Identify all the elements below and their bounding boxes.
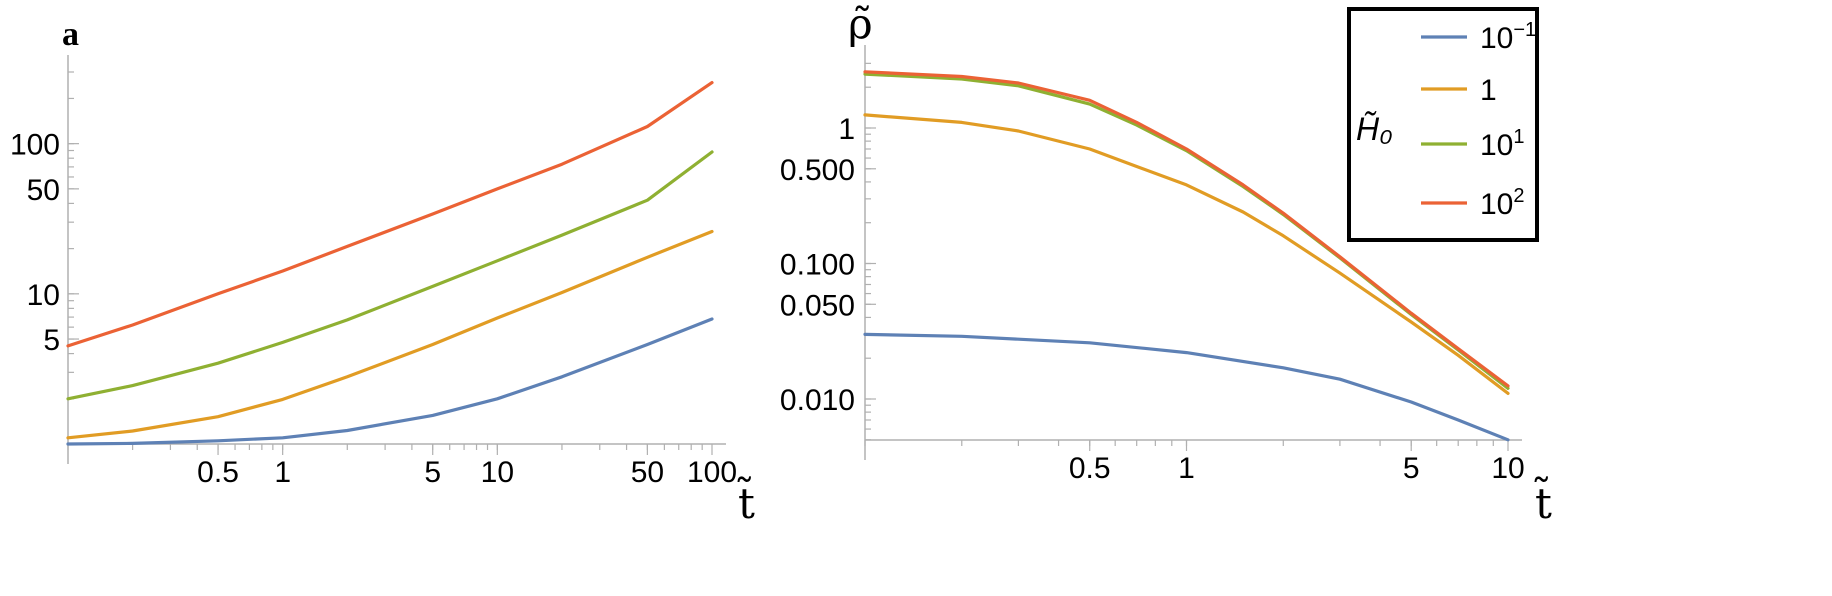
right-series-line-1	[863, 113, 1510, 395]
left-y-tick-label: 5	[43, 324, 60, 357]
left-x-tick-label: 0.5	[197, 456, 239, 489]
right-y-tick-label: 0.010	[780, 384, 855, 417]
legend-label: 1	[1480, 74, 1497, 107]
left-x-tick-label: 5	[424, 456, 441, 489]
right-y-tick-label: 1	[838, 113, 855, 146]
right-series-line-3	[863, 70, 1510, 388]
right-x-axis-label: t̃	[1534, 475, 1552, 528]
left-series-line-0	[66, 317, 714, 446]
left-series-group	[66, 80, 714, 446]
left-x-axis-label: t̃	[737, 475, 755, 528]
left-chart-panel: a 0.5 1 5 10 50 100 5 10 50 100 t̃	[10, 16, 755, 528]
left-y-tick-label: 10	[27, 279, 60, 312]
left-x-tick-label: 50	[631, 456, 664, 489]
right-y-axis-label: ρ̃	[848, 0, 873, 48]
legend-label: 102	[1480, 185, 1525, 221]
right-x-tick-label: 10	[1491, 452, 1524, 485]
right-y-tick-label: 0.500	[780, 154, 855, 187]
left-series-line-1	[66, 229, 714, 440]
legend-items: 10−1 1 101 102	[1421, 19, 1536, 221]
left-x-tick-label: 1	[274, 456, 291, 489]
right-axes: 0.5 1 5 10 0.010 0.050 0.100 0.500 1	[780, 45, 1525, 485]
left-axes: 0.5 1 5 10 50 100 5 10 50 100	[10, 55, 737, 489]
left-series-line-2	[66, 150, 714, 401]
left-y-tick-label: 100	[10, 129, 60, 162]
legend-label: 101	[1480, 126, 1525, 162]
legend: H̃₀ 10−1 1 101 102	[1347, 7, 1539, 242]
left-x-tick-label: 10	[481, 456, 514, 489]
legend-label: 10−1	[1480, 19, 1536, 55]
legend-title: H̃₀	[1356, 111, 1393, 147]
right-x-tick-label: 5	[1403, 452, 1420, 485]
right-x-tick-label: 0.5	[1069, 452, 1111, 485]
right-x-tick-label: 1	[1178, 452, 1195, 485]
right-y-tick-label: 0.050	[780, 289, 855, 322]
right-series-line-0	[863, 332, 1510, 442]
left-x-tick-label: 100	[687, 456, 737, 489]
panel-label: a	[62, 16, 79, 53]
right-y-tick-label: 0.100	[780, 249, 855, 282]
left-series-line-3	[66, 80, 714, 348]
right-series-group	[863, 70, 1510, 442]
left-y-tick-label: 50	[27, 174, 60, 207]
right-chart-panel: 0.5 1 5 10 0.010 0.050 0.100 0.500 1 ρ̃ t̃ H̃₀ 1…	[780, 0, 1552, 528]
